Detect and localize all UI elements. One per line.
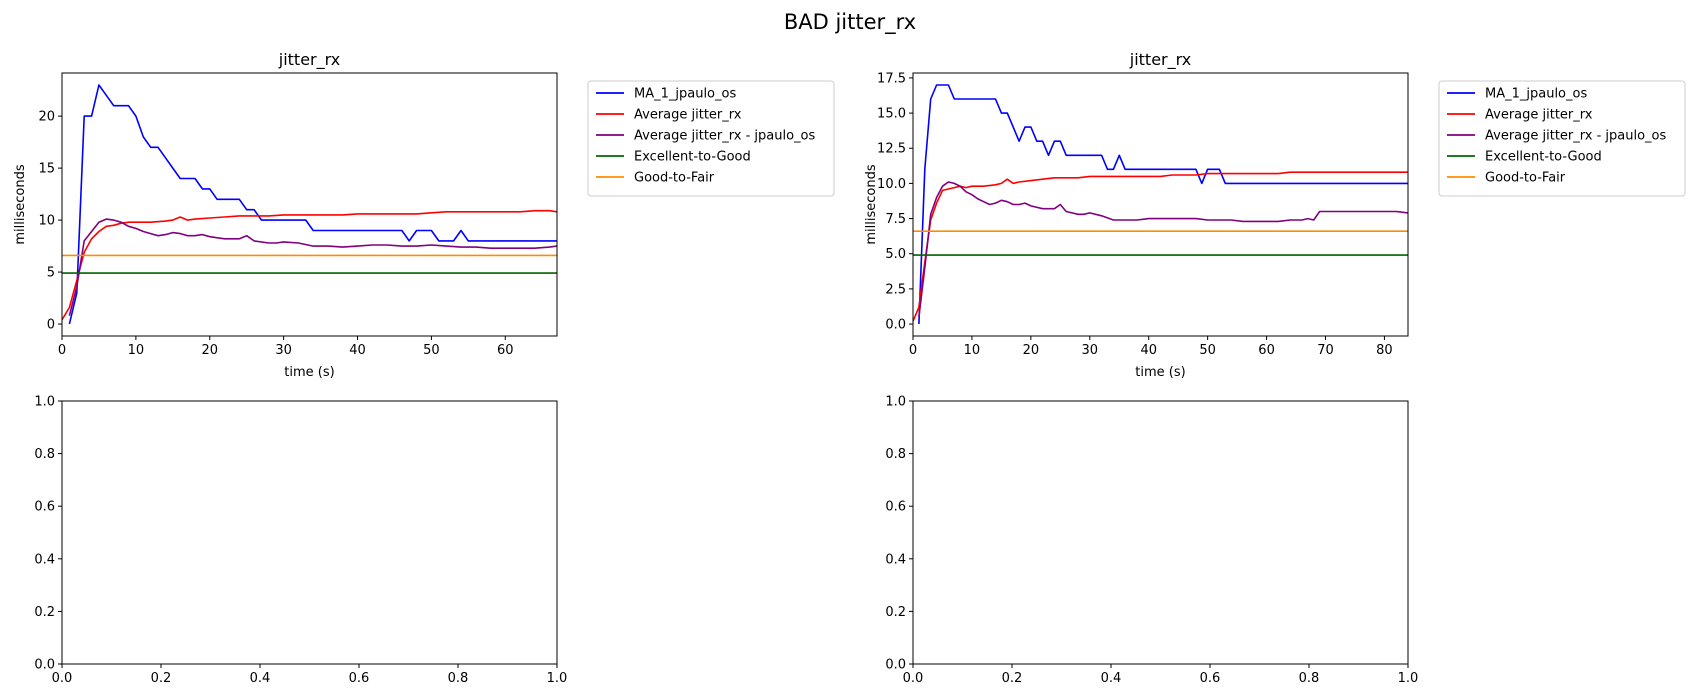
x-axis-label: time (s) [284,365,334,380]
legend-box [1438,80,1686,197]
axes-frame [912,72,1409,337]
y-tick-label: 15.0 [877,107,906,122]
y-tick-label: 0.8 [885,447,906,462]
x-tick-label: 0.8 [1299,671,1320,686]
y-tick-label: 0.4 [885,552,906,567]
x-tick-label: 30 [1082,343,1099,358]
y-tick-label: 0.0 [885,318,906,333]
y-tick-label: 0.0 [34,658,55,673]
plot-area [62,84,557,325]
legend-entry-label: MA_1_jpaulo_os [634,87,736,102]
y-tick-label: 20 [38,110,55,125]
series-line-1 [68,84,557,325]
x-tick-label: 20 [201,343,218,358]
x-tick-label: 40 [349,343,366,358]
x-tick-label: 10 [964,343,981,358]
y-tick-label: 17.5 [877,71,906,86]
x-tick-label: 0.2 [1002,671,1023,686]
x-tick-label: 70 [1317,343,1334,358]
y-tick-label: 0.2 [34,605,55,620]
legend: MA_1_jpaulo_os Average jitter_rx Average j… [1438,80,1686,197]
series-line-3 [918,181,1408,318]
series-line-2 [62,209,557,321]
y-tick-label: 0.4 [34,552,55,567]
x-tick-label: 80 [1376,343,1393,358]
x-tick-label: 20 [1023,343,1040,358]
chart-4: 0.0 0.2 0.4 0.6 0.8 1.0 0.0 0.2 0.4 0.6 0.8 1.0 [885,395,1418,687]
x-tick-label: 10 [128,343,145,358]
x-tick-label: 1.0 [547,671,568,686]
y-tick-label: 5.0 [885,247,906,262]
y-axis-label: milliseconds [864,164,879,244]
legend-entry-label: Excellent-to-Good [634,150,751,165]
legend: MA_1_jpaulo_os Average jitter_rx Average j… [587,80,835,197]
y-tick-label: 15 [38,162,55,177]
y-tick-label: 0.6 [34,500,55,515]
legend-box [587,80,835,197]
legend-entry-label: Good-to-Fair [634,171,715,186]
axes-frame [61,400,558,665]
x-tick-label: 30 [275,343,292,358]
y-tick-label: 10 [38,214,55,229]
y-tick-label: 5 [47,266,55,281]
plot-area [913,84,1408,325]
legend-entry-label: Excellent-to-Good [1485,150,1602,165]
y-tick-label: 2.5 [885,282,906,297]
x-tick-label: 0.6 [1200,671,1221,686]
y-tick-label: 0.2 [885,605,906,620]
y-tick-label: 0.8 [34,447,55,462]
x-tick-label: 0 [909,343,917,358]
y-tick-label: 12.5 [877,142,906,157]
x-tick-label: 0.8 [448,671,469,686]
legend-entry-label: MA_1_jpaulo_os [1485,87,1587,102]
y-axis-label: milliseconds [13,164,28,244]
axes-frame [61,72,558,337]
x-tick-label: 1.0 [1398,671,1419,686]
x-tick-label: 0.0 [52,671,73,686]
axes-frame [912,400,1409,665]
legend-entry-label: Good-to-Fair [1485,171,1566,186]
chart-title: jitter_rx [1129,50,1191,70]
legend-entry-label: Average jitter_rx [634,108,742,123]
y-tick-label: 7.5 [885,212,906,227]
x-tick-label: 60 [497,343,514,358]
chart-2: 0 10 20 30 40 50 60 70 80 0.0 2.5 5.0 7.5 10.0 12.5 15.… [864,50,1686,380]
x-tick-label: 0.4 [1101,671,1122,686]
x-tick-label: 0.4 [250,671,271,686]
x-axis-label: time (s) [1135,365,1185,380]
x-tick-label: 50 [423,343,440,358]
legend-entry-label: Average jitter_rx - jpaulo_os [634,129,816,144]
x-tick-label: 50 [1199,343,1216,358]
x-tick-label: 0.2 [151,671,172,686]
y-tick-label: 0.0 [885,658,906,673]
y-tick-label: 10.0 [877,177,906,192]
x-tick-label: 0 [58,343,66,358]
y-tick-label: 0 [47,318,55,333]
x-tick-label: 0.0 [903,671,924,686]
y-tick-label: 0.6 [885,500,906,515]
legend-entry-label: Average jitter_rx - jpaulo_os [1485,129,1667,144]
figure-suptitle: BAD jitter_rx [784,10,916,35]
x-tick-label: 40 [1140,343,1157,358]
y-tick-label: 1.0 [34,395,55,410]
x-tick-label: 0.6 [349,671,370,686]
legend-entry-label: Average jitter_rx [1485,108,1593,123]
y-tick-label: 1.0 [885,395,906,410]
series-line-1 [918,84,1408,325]
x-tick-label: 60 [1258,343,1275,358]
chart-title: jitter_rx [278,50,340,70]
chart-3: 0.0 0.2 0.4 0.6 0.8 1.0 0.0 0.2 0.4 0.6 0.8 1.0 [34,395,567,687]
series-line-3 [68,218,557,316]
